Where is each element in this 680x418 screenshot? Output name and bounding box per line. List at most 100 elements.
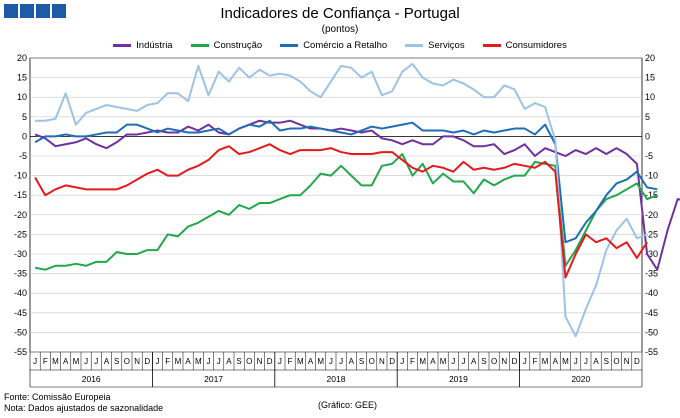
y-tick-label-right: -20	[645, 210, 658, 220]
month-label: J	[84, 357, 88, 366]
month-label: D	[634, 357, 640, 366]
month-label: F	[410, 357, 415, 366]
month-label: M	[440, 357, 447, 366]
y-tick-label-left: -10	[14, 171, 27, 181]
month-label: O	[613, 357, 619, 366]
month-label: A	[226, 357, 232, 366]
month-label: M	[419, 357, 426, 366]
source-note: Fonte: Comissão Europeia	[4, 392, 111, 402]
y-tick-label-right: -10	[645, 171, 658, 181]
y-tick-label-left: -15	[14, 190, 27, 200]
y-tick-label-right: -25	[645, 229, 658, 239]
legend-label: Construção	[213, 40, 263, 51]
month-label: S	[481, 357, 486, 366]
month-label: S	[114, 357, 119, 366]
month-label: M	[52, 357, 59, 366]
y-tick-label-left: -25	[14, 229, 27, 239]
month-label: M	[542, 357, 549, 366]
legend-swatch	[482, 44, 501, 47]
legend-swatch	[190, 44, 209, 47]
y-tick-label-right: -40	[645, 288, 658, 298]
month-label: J	[400, 357, 404, 366]
month-label: N	[501, 357, 507, 366]
month-label: S	[236, 357, 241, 366]
month-label: A	[349, 357, 355, 366]
y-tick-label-left: -5	[19, 151, 27, 161]
logo-square-icon	[4, 4, 18, 18]
month-label: M	[297, 357, 304, 366]
y-tick-label-right: 0	[645, 131, 650, 141]
legend-item: Construção	[190, 40, 263, 51]
month-label: M	[562, 357, 569, 366]
month-label: J	[523, 357, 527, 366]
month-label: M	[73, 357, 80, 366]
y-tick-label-right: 10	[645, 92, 655, 102]
month-label: J	[156, 357, 160, 366]
series-line	[35, 62, 648, 338]
month-label: M	[195, 357, 202, 366]
y-tick-label-right: -50	[645, 327, 658, 337]
y-tick-label-right: -5	[645, 151, 653, 161]
legend-swatch	[280, 44, 299, 47]
y-tick-label-left: -30	[14, 249, 27, 259]
legend-swatch	[113, 44, 132, 47]
month-label: F	[43, 357, 48, 366]
y-tick-label-right: -55	[645, 347, 658, 357]
adjustment-note: Nota: Dados ajustados de sazonalidade	[4, 403, 164, 413]
y-tick-label-right: 15	[645, 73, 655, 83]
series-line	[34, 119, 658, 244]
legend-item: Serviços	[405, 40, 465, 51]
month-label: A	[185, 357, 191, 366]
y-tick-label-left: 20	[17, 53, 27, 63]
y-tick-label-right: 5	[645, 112, 650, 122]
series-line	[34, 143, 648, 279]
chart-credit: (Gráfico: GEE)	[318, 400, 378, 410]
series-line	[34, 119, 680, 271]
y-tick-label-left: -55	[14, 347, 27, 357]
logo-square-icon	[52, 4, 66, 18]
series-line	[34, 153, 658, 271]
y-tick-label-left: -50	[14, 327, 27, 337]
year-label: 2020	[571, 374, 590, 384]
y-tick-label-right: -30	[645, 249, 658, 259]
logo	[4, 4, 66, 18]
month-label: M	[175, 357, 182, 366]
year-label: 2019	[449, 374, 468, 384]
month-label: N	[624, 357, 630, 366]
month-label: O	[491, 357, 497, 366]
month-label: A	[104, 357, 110, 366]
legend-label: Consumidores	[505, 40, 567, 51]
y-tick-label-left: -40	[14, 288, 27, 298]
logo-square-icon	[20, 4, 34, 18]
legend-swatch	[405, 44, 424, 47]
month-label: D	[144, 357, 150, 366]
month-label: J	[207, 357, 211, 366]
year-label: 2018	[327, 374, 346, 384]
month-label: D	[389, 357, 395, 366]
y-tick-label-right: -15	[645, 190, 658, 200]
month-label: A	[593, 357, 599, 366]
y-tick-label-left: 0	[22, 131, 27, 141]
month-label: J	[329, 357, 333, 366]
month-label: J	[339, 357, 343, 366]
month-label: J	[94, 357, 98, 366]
month-label: F	[288, 357, 293, 366]
year-label: 2016	[82, 374, 101, 384]
month-label: J	[451, 357, 455, 366]
month-label: J	[584, 357, 588, 366]
chart-title: Indicadores de Confiança - Portugal	[220, 5, 460, 22]
year-label: 2017	[204, 374, 223, 384]
month-label: A	[308, 357, 314, 366]
y-tick-label-left: -35	[14, 269, 27, 279]
legend: Indústria Construção Comércio a Retalho …	[0, 40, 680, 51]
y-tick-label-left: 15	[17, 73, 27, 83]
y-tick-label-right: -35	[645, 269, 658, 279]
y-tick-label-left: 5	[22, 112, 27, 122]
month-label: O	[124, 357, 130, 366]
logo-square-icon	[36, 4, 50, 18]
month-label: F	[532, 357, 537, 366]
month-label: A	[553, 357, 559, 366]
month-label: S	[359, 357, 364, 366]
month-label: O	[246, 357, 252, 366]
